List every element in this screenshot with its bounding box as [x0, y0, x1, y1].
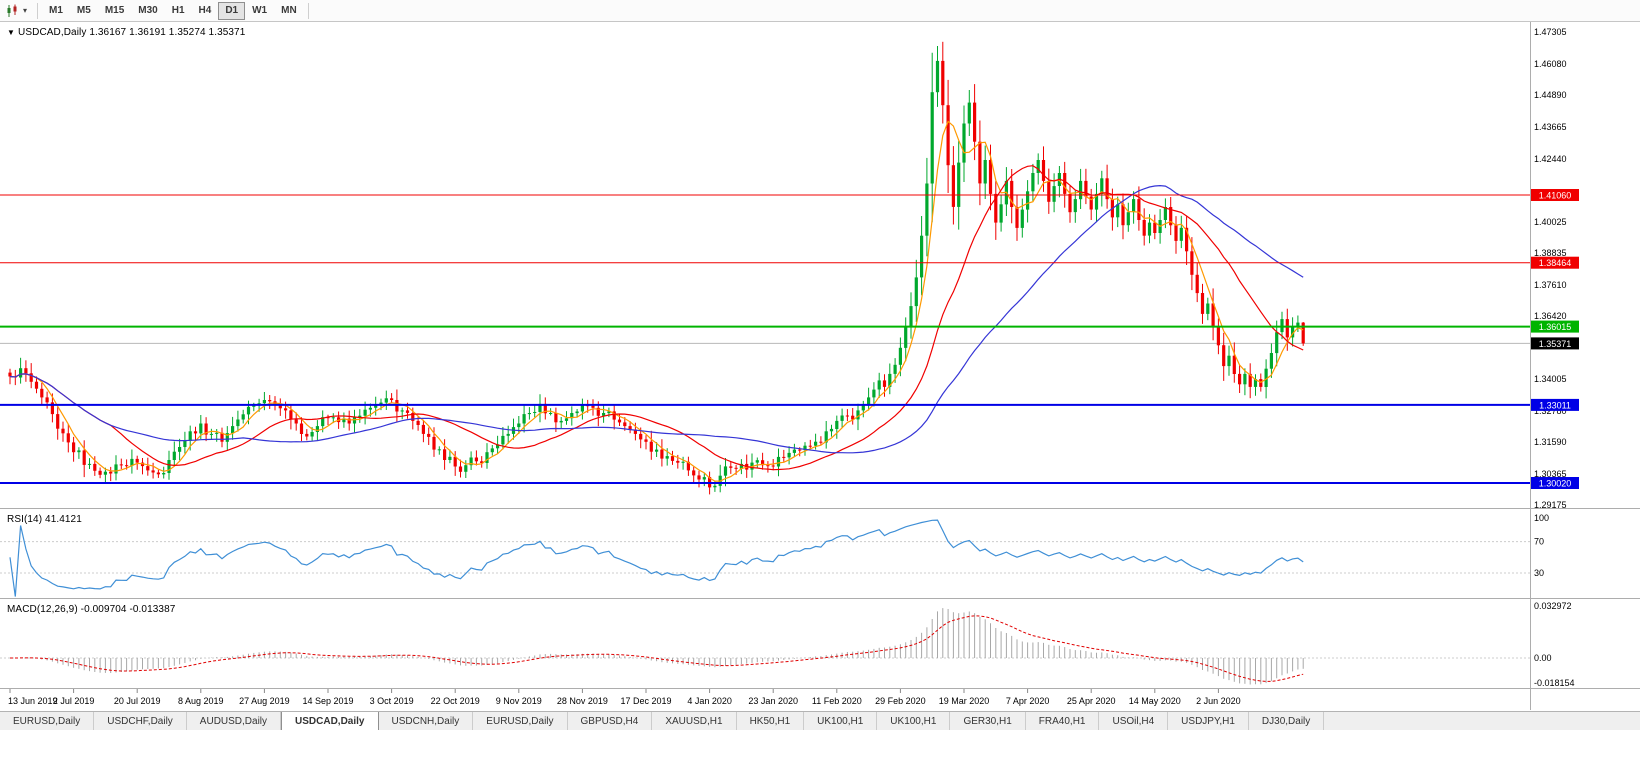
svg-text:1.41060: 1.41060: [1539, 191, 1572, 201]
tab-uk100-h1-1[interactable]: UK100,H1: [804, 712, 878, 730]
svg-text:30: 30: [1534, 568, 1544, 578]
timeframe-mn-button[interactable]: MN: [274, 2, 304, 20]
svg-text:1.35371: 1.35371: [1539, 339, 1572, 349]
collapse-triangle-icon[interactable]: ▼: [7, 28, 16, 37]
svg-text:2 Jul 2019: 2 Jul 2019: [53, 696, 95, 706]
svg-text:4 Jan 2020: 4 Jan 2020: [687, 696, 732, 706]
svg-text:9 Nov 2019: 9 Nov 2019: [496, 696, 542, 706]
timeframe-m1-button[interactable]: M1: [42, 2, 70, 20]
svg-text:13 Jun 2019: 13 Jun 2019: [8, 696, 58, 706]
svg-text:1.32780: 1.32780: [1534, 406, 1567, 416]
svg-text:22 Oct 2019: 22 Oct 2019: [431, 696, 480, 706]
svg-text:1.43665: 1.43665: [1534, 122, 1567, 132]
svg-text:11 Feb 2020: 11 Feb 2020: [812, 696, 862, 706]
price-badge: [1531, 398, 1579, 411]
price-badge: [1531, 337, 1579, 350]
svg-text:1.47305: 1.47305: [1534, 27, 1567, 37]
svg-text:28 Nov 2019: 28 Nov 2019: [557, 696, 608, 706]
svg-text:23 Jan 2020: 23 Jan 2020: [748, 696, 798, 706]
svg-text:8 Aug 2019: 8 Aug 2019: [178, 696, 224, 706]
timeframe-w1-button[interactable]: W1: [245, 2, 274, 20]
svg-text:1.30020: 1.30020: [1539, 479, 1572, 489]
svg-text:-0.018154: -0.018154: [1534, 678, 1575, 688]
svg-text:0.032972: 0.032972: [1534, 601, 1572, 611]
tab-usoil-h4[interactable]: USOil,H4: [1099, 712, 1169, 730]
macd-indicator-label: MACD(12,26,9) -0.009704 -0.013387: [7, 604, 176, 615]
timeframe-m30-button[interactable]: M30: [131, 2, 164, 20]
svg-text:17 Dec 2019: 17 Dec 2019: [620, 696, 671, 706]
tab-gbpusd-h4[interactable]: GBPUSD,H4: [567, 712, 653, 730]
main-price-pane: [0, 41, 1530, 495]
tab-dj30-daily[interactable]: DJ30,Daily: [1248, 712, 1325, 730]
svg-text:14 Sep 2019: 14 Sep 2019: [302, 696, 353, 706]
svg-text:70: 70: [1534, 537, 1544, 547]
toolbar-separator: [307, 2, 309, 19]
svg-text:1.31590: 1.31590: [1534, 437, 1567, 447]
svg-text:27 Aug 2019: 27 Aug 2019: [239, 696, 290, 706]
svg-text:19 Mar 2020: 19 Mar 2020: [939, 696, 990, 706]
svg-text:3 Oct 2019: 3 Oct 2019: [370, 696, 414, 706]
chart-symbol-label: USDCAD,Daily: [18, 27, 87, 38]
tab-fra40-h1[interactable]: FRA40,H1: [1025, 712, 1100, 730]
svg-text:25 Apr 2020: 25 Apr 2020: [1067, 696, 1116, 706]
tab-usdjpy-h1[interactable]: USDJPY,H1: [1168, 712, 1249, 730]
svg-text:1.44890: 1.44890: [1534, 90, 1567, 100]
chart-tab-bar: EURUSD,Daily USDCHF,Daily AUDUSD,Daily U…: [0, 711, 1640, 730]
symbol-ohlc-line: ▼ USDCAD,Daily 1.36167 1.36191 1.35274 1.…: [7, 27, 245, 38]
svg-text:20 Jul 2019: 20 Jul 2019: [114, 696, 161, 706]
chart-type-icon[interactable]: [3, 2, 23, 20]
price-badge: [1531, 477, 1579, 489]
price-chart-canvas[interactable]: 1.47305 1.46080 1.44890 1.43665 1.42440 1.400…: [0, 22, 1640, 710]
svg-text:2 Jun 2020: 2 Jun 2020: [1196, 696, 1241, 706]
timeframe-h4-button[interactable]: H4: [192, 2, 219, 20]
chart-area[interactable]: 1.47305 1.46080 1.44890 1.43665 1.42440 1.400…: [0, 22, 1640, 710]
svg-text:1.40025: 1.40025: [1534, 217, 1567, 227]
tab-eurusd-daily-1[interactable]: EURUSD,Daily: [0, 712, 95, 730]
chart-type-dropdown-icon[interactable]: ▾: [23, 6, 28, 15]
price-badge: [1531, 256, 1579, 269]
tab-usdchf-daily[interactable]: USDCHF,Daily: [94, 712, 187, 730]
tab-usdcad-daily[interactable]: USDCAD,Daily: [281, 712, 379, 730]
svg-text:1.33011: 1.33011: [1539, 400, 1571, 410]
svg-text:1.46080: 1.46080: [1534, 59, 1567, 69]
svg-text:1.37610: 1.37610: [1534, 280, 1567, 290]
rsi-indicator-label: RSI(14) 41.4121: [7, 514, 82, 525]
svg-text:100: 100: [1534, 513, 1549, 523]
toolbar: ▾ M1 M5 M15 M30 H1 H4 D1 W1 MN: [0, 0, 1640, 22]
price-badge: [1531, 189, 1579, 201]
timeframe-d1-button[interactable]: D1: [218, 1, 246, 20]
svg-text:14 May 2020: 14 May 2020: [1129, 696, 1181, 706]
svg-text:1.30365: 1.30365: [1534, 469, 1567, 479]
timeframe-m5-button[interactable]: M5: [70, 2, 98, 20]
tab-hk50-h1[interactable]: HK50,H1: [736, 712, 805, 730]
tab-uk100-h1-2[interactable]: UK100,H1: [877, 712, 951, 730]
svg-text:1.42440: 1.42440: [1534, 154, 1567, 164]
rsi-pane: [0, 519, 1530, 597]
tab-audusd-daily[interactable]: AUDUSD,Daily: [186, 712, 282, 730]
svg-text:1.29175: 1.29175: [1534, 500, 1567, 510]
svg-text:1.38464: 1.38464: [1539, 258, 1572, 268]
svg-text:1.34005: 1.34005: [1534, 374, 1567, 384]
tab-usdcnh-daily[interactable]: USDCNH,Daily: [378, 712, 474, 730]
svg-text:1.36420: 1.36420: [1534, 311, 1567, 321]
tab-eurusd-daily-2[interactable]: EURUSD,Daily: [473, 712, 568, 730]
tab-xauusd-h1[interactable]: XAUUSD,H1: [652, 712, 737, 730]
timeframe-h1-button[interactable]: H1: [165, 2, 192, 20]
svg-text:1.36015: 1.36015: [1539, 322, 1572, 332]
svg-text:1.38835: 1.38835: [1534, 248, 1567, 258]
svg-text:29 Feb 2020: 29 Feb 2020: [875, 696, 926, 706]
timeframe-m15-button[interactable]: M15: [98, 2, 131, 20]
svg-text:0.00: 0.00: [1534, 653, 1552, 663]
tab-ger30-h1[interactable]: GER30,H1: [950, 712, 1026, 730]
macd-pane: [0, 608, 1530, 685]
svg-text:7 Apr 2020: 7 Apr 2020: [1006, 696, 1050, 706]
price-badge: [1531, 320, 1579, 333]
chart-ohlc-values: 1.36167 1.36191 1.35274 1.35371: [89, 27, 246, 38]
toolbar-separator: [37, 2, 38, 19]
